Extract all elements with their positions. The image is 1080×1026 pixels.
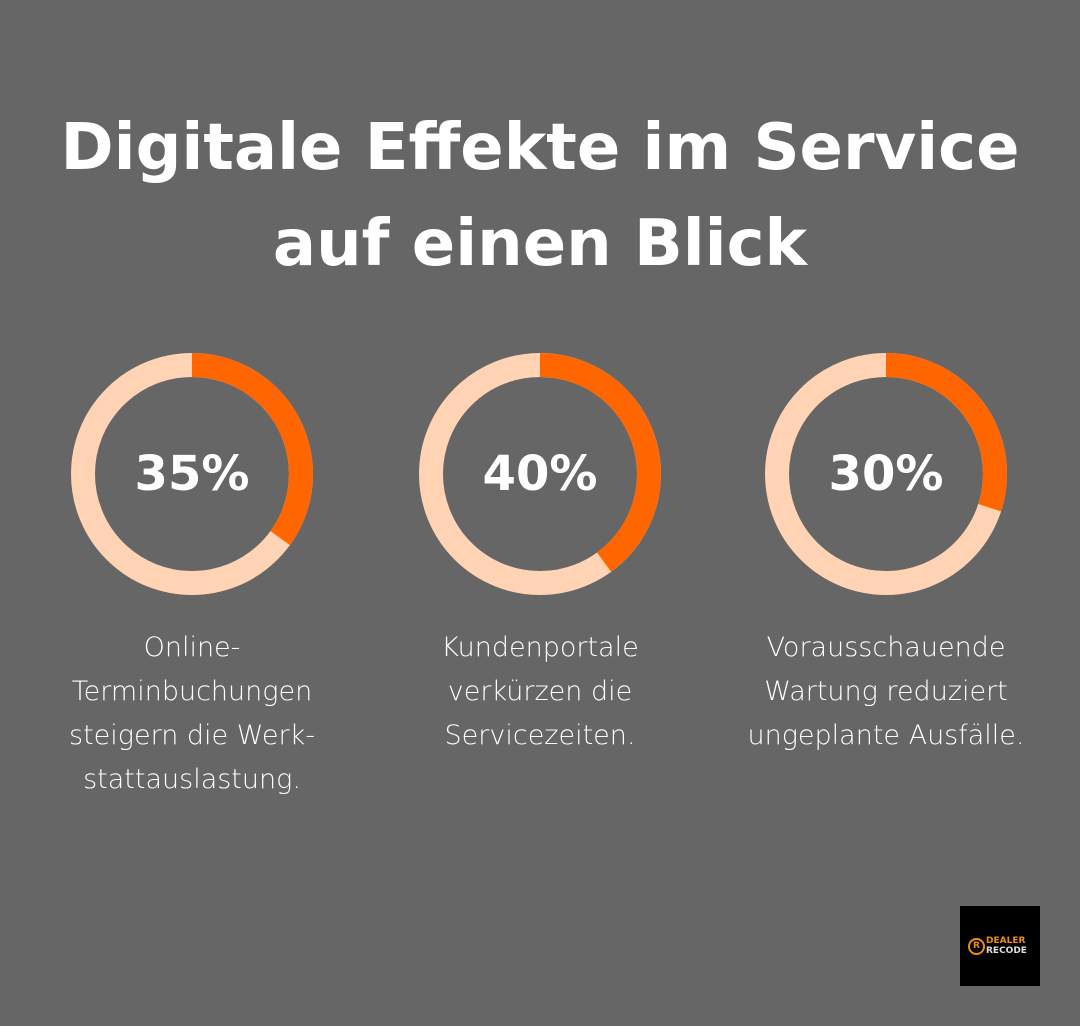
donut-value-arc xyxy=(885,353,1007,512)
donut-value-arc xyxy=(539,353,661,572)
title-line-2: auf einen Blick xyxy=(272,207,808,281)
title-line-1: Digitale Effekte im Service xyxy=(60,111,1020,185)
donut-chart-3: 30% xyxy=(765,353,1007,595)
logo-line-1: DEALER xyxy=(986,936,1026,946)
donut-chart-1: 35% xyxy=(71,353,313,595)
donut-svg xyxy=(765,353,1007,595)
donut-svg xyxy=(71,353,313,595)
donut-value-label: 35% xyxy=(134,446,250,502)
logo-line-2: RECODE xyxy=(986,946,1027,956)
donut-value-label: 40% xyxy=(482,446,598,502)
donut-chart-2: 40% xyxy=(419,353,661,595)
description-1: Online-Terminbuchungen steigern die Werk… xyxy=(69,632,315,795)
donut-value-label: 30% xyxy=(828,446,944,502)
description-3: Vorausschauende Wartung reduziert ungepl… xyxy=(747,632,1025,751)
donut-value-arc xyxy=(191,353,313,546)
page-title: Digitale Effekte im Service auf einen Bl… xyxy=(0,100,1080,292)
dealer-recode-logo: R DEALER RECODE xyxy=(960,906,1040,986)
donut-svg xyxy=(419,353,661,595)
description-2: Kundenportale verkürzen die Servicezeite… xyxy=(441,632,639,751)
logo-r-icon: R xyxy=(968,938,985,955)
